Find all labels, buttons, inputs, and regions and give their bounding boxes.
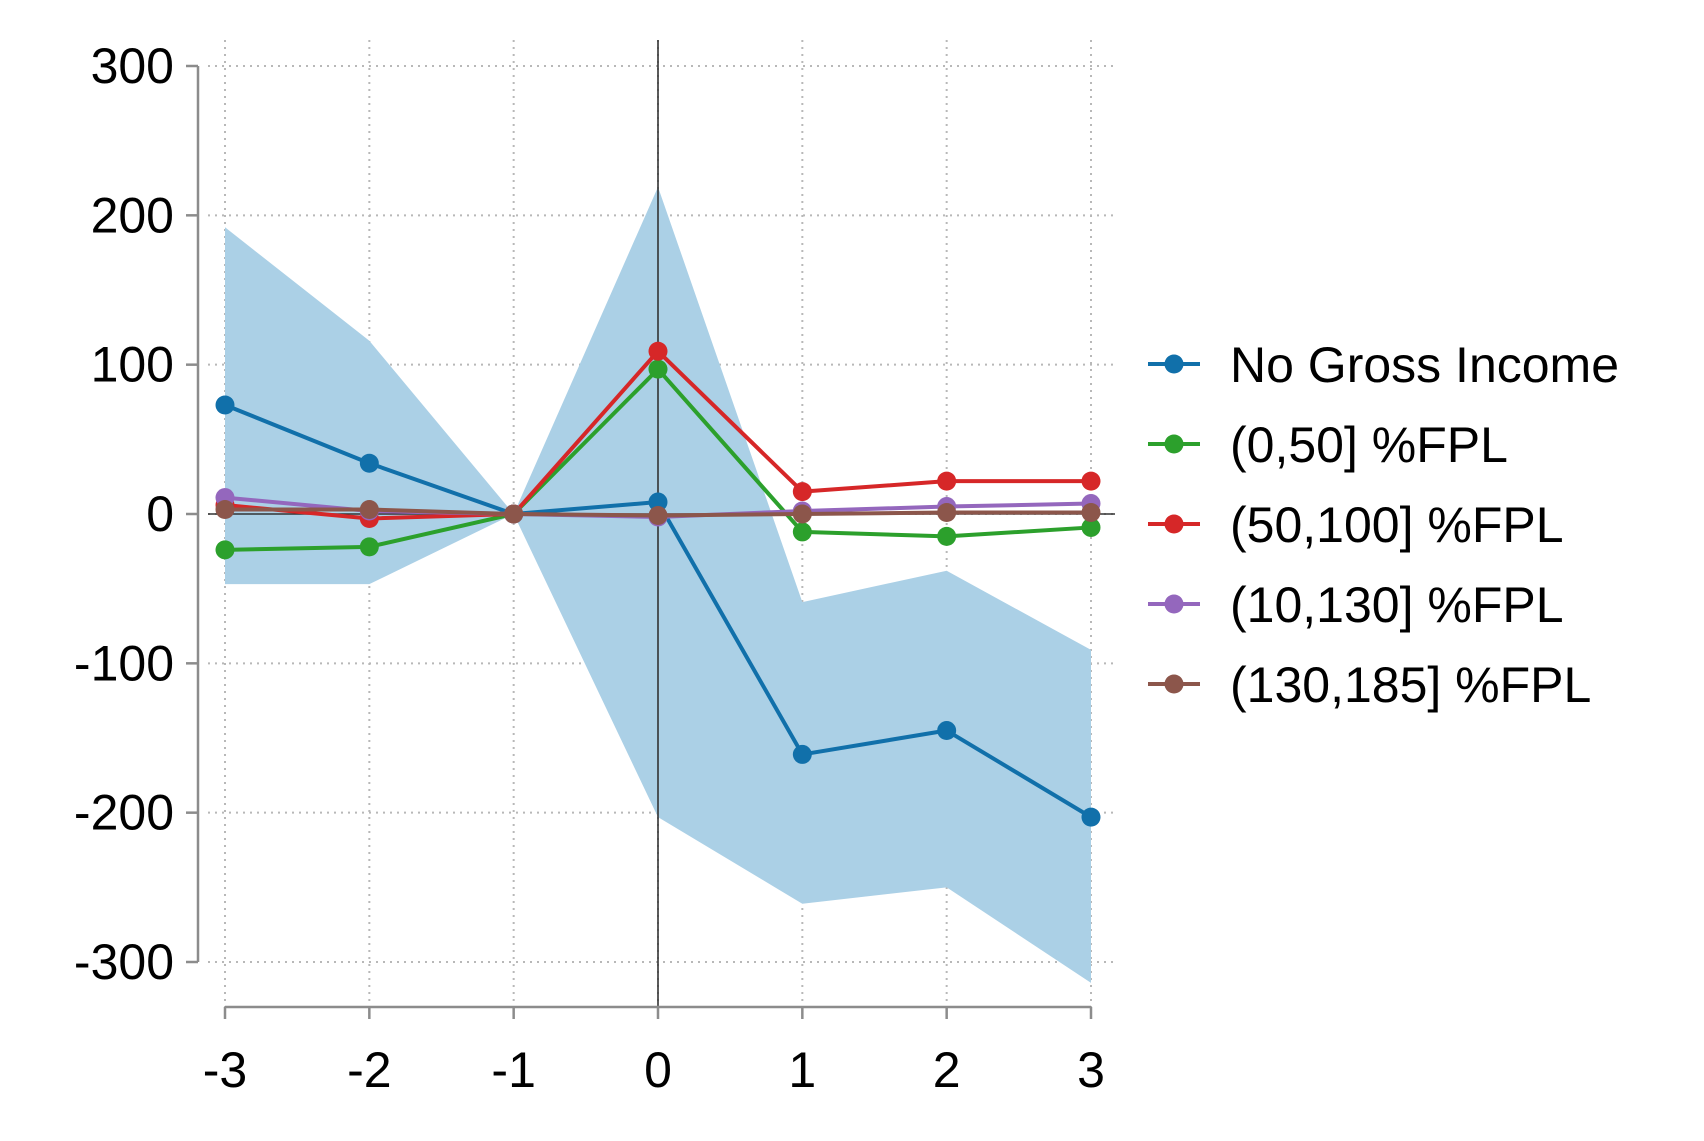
series-point <box>1081 807 1101 827</box>
series-point <box>792 504 812 524</box>
series-point <box>937 503 957 523</box>
x-tick-label: 0 <box>644 1042 672 1098</box>
legend-label: (130,185] %FPL <box>1230 657 1591 713</box>
legend-label: (0,50] %FPL <box>1230 417 1508 473</box>
series-point <box>648 359 668 379</box>
legend-swatch-marker <box>1164 594 1184 614</box>
axes: 300 200 100 0 -100 -200 -300 -3 -2 -1 0 1 2 3 <box>74 38 1105 1098</box>
series-point <box>648 341 668 361</box>
series-point <box>937 721 957 741</box>
legend-label: (50,100] %FPL <box>1230 497 1564 553</box>
legend-item: (10,130] %FPL <box>1148 577 1564 633</box>
x-tick-label: -1 <box>491 1042 535 1098</box>
series-point <box>504 504 524 524</box>
y-tick-label: -200 <box>74 785 174 841</box>
x-tick-label: 1 <box>788 1042 816 1098</box>
series-point <box>359 500 379 520</box>
legend-label: (10,130] %FPL <box>1230 577 1564 633</box>
series-point <box>215 540 235 560</box>
series-point <box>1081 517 1101 537</box>
legend-swatch-marker <box>1164 354 1184 374</box>
legend-item: (130,185] %FPL <box>1148 657 1591 713</box>
series-point <box>648 505 668 525</box>
x-tick-label: 3 <box>1077 1042 1105 1098</box>
x-tick-label: 2 <box>933 1042 961 1098</box>
series-point <box>648 492 668 512</box>
legend-swatch-marker <box>1164 514 1184 534</box>
y-tick-label: -300 <box>74 934 174 990</box>
series-point <box>937 526 957 546</box>
series-point <box>1081 471 1101 491</box>
series-point <box>359 537 379 557</box>
legend: No Gross Income (0,50] %FPL (50,100] %FPL (… <box>1148 337 1619 713</box>
legend-item: (0,50] %FPL <box>1148 417 1508 473</box>
legend-item: (50,100] %FPL <box>1148 497 1564 553</box>
y-tick-label: 0 <box>146 486 174 542</box>
legend-label: No Gross Income <box>1230 337 1619 393</box>
series-point <box>792 482 812 502</box>
series-point <box>792 522 812 542</box>
y-tick-label: -100 <box>74 635 174 691</box>
series-4 <box>215 500 1101 525</box>
x-tick-label: -2 <box>347 1042 391 1098</box>
series-point <box>937 471 957 491</box>
series-point <box>359 453 379 473</box>
y-tick-label: 100 <box>91 337 174 393</box>
legend-swatch-marker <box>1164 674 1184 694</box>
legend-item: No Gross Income <box>1148 337 1619 393</box>
series-point <box>792 744 812 764</box>
legend-swatch-marker <box>1164 434 1184 454</box>
x-tick-label: -3 <box>203 1042 247 1098</box>
series-point <box>215 500 235 520</box>
series-point <box>1081 503 1101 523</box>
series-point <box>215 395 235 415</box>
series-layer <box>215 341 1101 827</box>
y-tick-label: 300 <box>91 38 174 94</box>
y-tick-label: 200 <box>91 187 174 243</box>
series-1 <box>215 359 1101 560</box>
